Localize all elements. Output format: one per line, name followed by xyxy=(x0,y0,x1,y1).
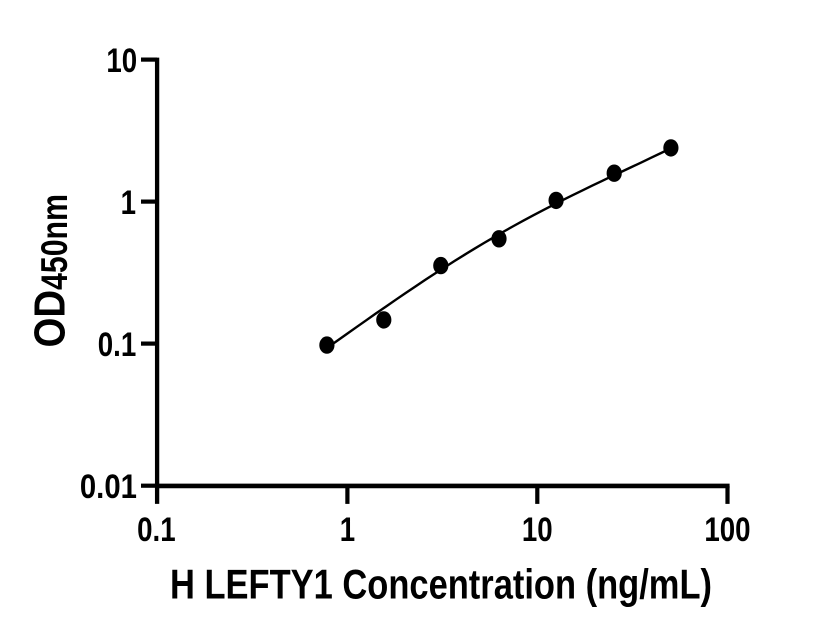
svg-text:1: 1 xyxy=(340,511,355,549)
svg-text:0.01: 0.01 xyxy=(80,468,137,506)
svg-text:0.1: 0.1 xyxy=(137,511,176,549)
svg-text:450nm: 450nm xyxy=(33,194,75,290)
svg-text:H LEFTY1 Concentration (ng/mL): H LEFTY1 Concentration (ng/mL) xyxy=(170,561,712,607)
svg-text:1: 1 xyxy=(121,184,136,222)
svg-text:100: 100 xyxy=(704,511,750,549)
svg-text:10: 10 xyxy=(522,511,553,549)
svg-text:10: 10 xyxy=(106,42,137,80)
svg-text:OD: OD xyxy=(26,290,75,348)
svg-text:0.1: 0.1 xyxy=(98,326,137,364)
